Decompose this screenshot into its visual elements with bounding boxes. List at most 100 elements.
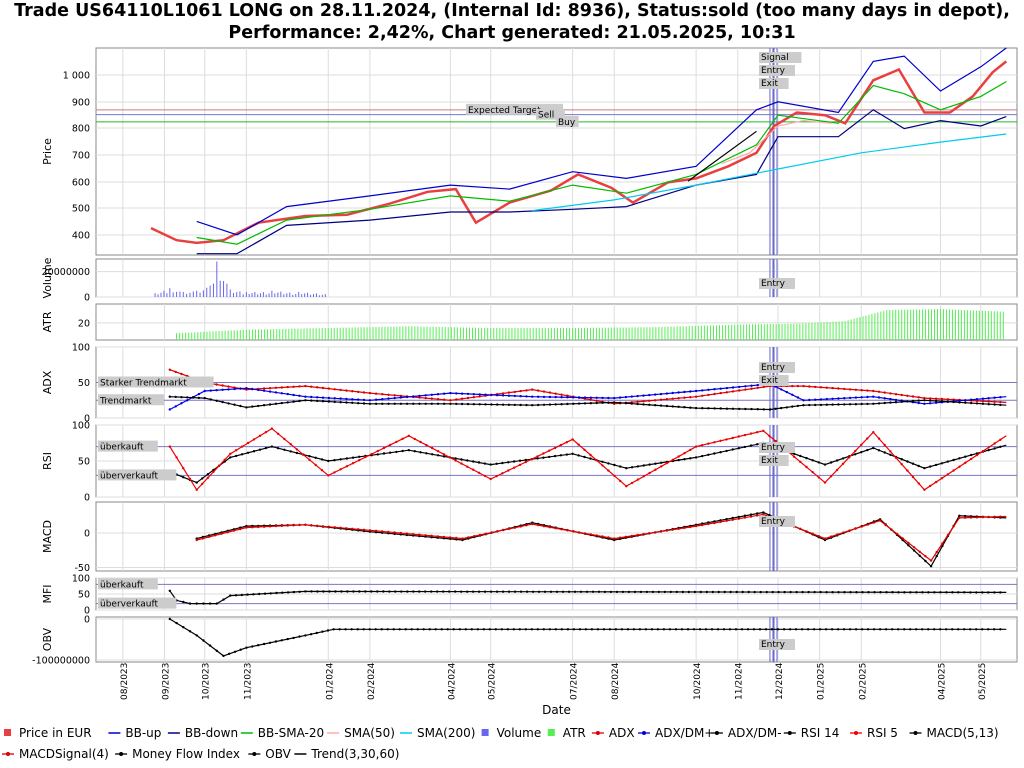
data-point [877, 437, 881, 440]
data-point [436, 393, 440, 396]
data-point [613, 401, 616, 404]
data-point [466, 459, 469, 462]
data-point [565, 441, 568, 444]
data-point [191, 396, 195, 399]
data-point [507, 391, 511, 394]
data-point [212, 468, 215, 472]
y-tick-label: 500 [72, 204, 90, 215]
data-point [795, 590, 798, 594]
data-point [762, 441, 765, 445]
data-point [762, 429, 765, 432]
data-point [999, 400, 1002, 404]
data-point [906, 394, 909, 397]
data-point [731, 390, 735, 393]
data-point [811, 533, 814, 536]
data-point [659, 530, 663, 533]
data-point [572, 402, 575, 405]
data-point [264, 431, 268, 434]
data-point [374, 628, 377, 631]
data-point [946, 400, 949, 403]
data-point [496, 530, 499, 533]
data-point [512, 466, 516, 469]
data-point [419, 451, 422, 454]
data-point [175, 621, 178, 625]
data-point [304, 399, 307, 402]
legend-swatch [4, 729, 11, 736]
data-point [270, 427, 274, 430]
data-point [542, 452, 545, 455]
data-point [993, 447, 996, 450]
data-point [877, 449, 881, 452]
data-point [589, 396, 592, 399]
data-point [536, 455, 539, 458]
data-point [981, 402, 985, 405]
data-point [648, 532, 651, 535]
data-point [890, 528, 893, 531]
data-point [351, 527, 354, 530]
data-point [327, 400, 331, 403]
data-point [424, 402, 427, 405]
data-point [963, 516, 967, 519]
data-point [911, 401, 915, 404]
data-point [186, 399, 189, 402]
data-point [719, 387, 722, 390]
data-point [689, 448, 692, 452]
data-point [376, 453, 379, 456]
data-point [607, 401, 610, 404]
data-point [180, 396, 183, 399]
data-point [866, 437, 869, 440]
data-point [975, 452, 979, 455]
data-point [701, 522, 704, 525]
legend-swatch [119, 752, 124, 756]
legend-swatch [595, 731, 600, 735]
data-point [866, 448, 869, 452]
data-point [495, 590, 499, 593]
data-point [455, 402, 458, 406]
data-point [220, 532, 223, 535]
data-point [431, 446, 434, 450]
legend-item: Trend(3,30,60) [294, 747, 399, 761]
legend-label: Money Flow Index [132, 747, 240, 761]
data-point [607, 462, 610, 465]
data-point [389, 451, 392, 454]
data-point [941, 544, 944, 548]
data-point [725, 407, 729, 410]
data-point [460, 462, 463, 465]
data-point [490, 393, 493, 397]
legend-label: Price in EUR [19, 726, 92, 740]
series-line [687, 130, 757, 182]
data-point [449, 402, 452, 405]
data-point [648, 403, 651, 406]
data-point [837, 397, 840, 400]
data-point [625, 467, 628, 470]
data-point [356, 628, 359, 631]
data-point [339, 458, 342, 461]
data-point [671, 528, 674, 531]
data-point [333, 526, 336, 529]
data-point [818, 628, 822, 631]
data-point [738, 385, 741, 389]
data-point [624, 401, 628, 404]
data-point [683, 390, 686, 394]
data-point [376, 449, 379, 453]
data-point [500, 628, 503, 631]
data-point [923, 402, 926, 405]
data-point [566, 529, 569, 532]
data-point [473, 535, 476, 539]
data-point [322, 590, 325, 593]
legend-label: BB-down [185, 726, 238, 740]
data-point [304, 523, 307, 526]
data-point [560, 628, 563, 631]
data-point [644, 628, 648, 631]
data-point [554, 403, 557, 406]
data-point [362, 402, 366, 405]
data-point [659, 530, 663, 533]
data-point [454, 459, 457, 462]
data-point [952, 398, 955, 401]
data-point [963, 591, 966, 594]
data-point [362, 398, 366, 402]
data-point [298, 635, 301, 638]
reference-label: Trendmarkt [99, 396, 152, 406]
legend-label: BB-up [125, 726, 161, 740]
data-point [548, 628, 551, 631]
